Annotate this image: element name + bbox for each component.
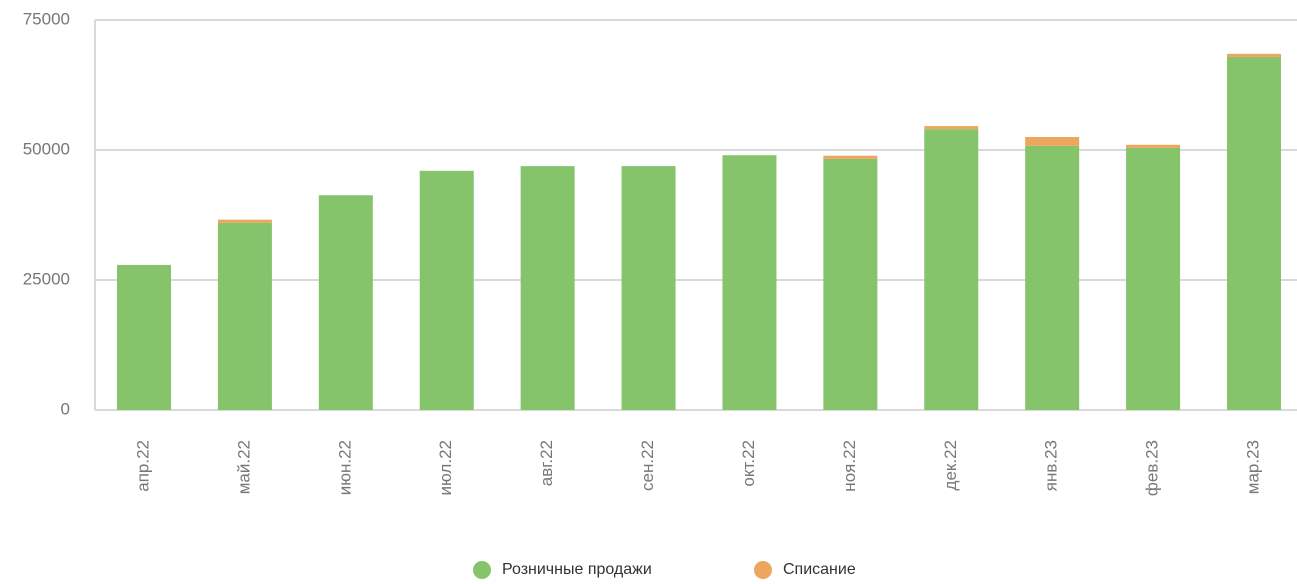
legend-label: Розничные продажи [502, 561, 652, 578]
x-tick-label: июн.22 [335, 440, 354, 495]
x-tick-label: апр.22 [133, 440, 152, 492]
bar-segment [217, 222, 272, 410]
y-tick-label: 50000 [23, 139, 70, 158]
bar-segment [823, 155, 878, 159]
bar-segment [1126, 147, 1181, 411]
bar-segment [1227, 56, 1281, 411]
bar-segment [318, 195, 373, 410]
x-tick-label: авг.22 [537, 440, 556, 486]
bar-segment [1126, 144, 1181, 148]
bar-segment [419, 170, 474, 410]
y-tick-label: 0 [61, 399, 70, 418]
x-tick-label: сен.22 [638, 440, 657, 491]
x-tick-label: мар.23 [1243, 440, 1262, 494]
bar-segment [520, 166, 575, 410]
bar-segment [1025, 145, 1080, 410]
legend-swatch [754, 561, 772, 579]
bar-segment [924, 126, 979, 130]
bar-segment [1025, 137, 1080, 146]
x-tick-label: фев.23 [1143, 440, 1162, 496]
x-tick-label: ноя.22 [840, 440, 859, 492]
legend: Розничные продажи Списание [473, 561, 856, 579]
bar-segment [621, 166, 676, 410]
bar-segment [924, 129, 979, 410]
legend-swatch [473, 561, 491, 579]
legend-label: Списание [783, 561, 856, 578]
x-tick-label: янв.23 [1042, 440, 1061, 491]
x-tick-label: окт.22 [739, 440, 758, 487]
bar-segment [1227, 53, 1281, 57]
bar-segment [722, 155, 777, 410]
x-tick-label: дек.22 [941, 440, 960, 490]
x-tick-label: июл.22 [436, 440, 455, 495]
bar-segment [823, 158, 878, 410]
y-tick-label: 25000 [23, 269, 70, 288]
bar-segment [217, 219, 272, 223]
y-tick-label: 75000 [23, 9, 70, 28]
bar-segment [117, 264, 171, 410]
x-tick-label: май.22 [234, 440, 253, 494]
